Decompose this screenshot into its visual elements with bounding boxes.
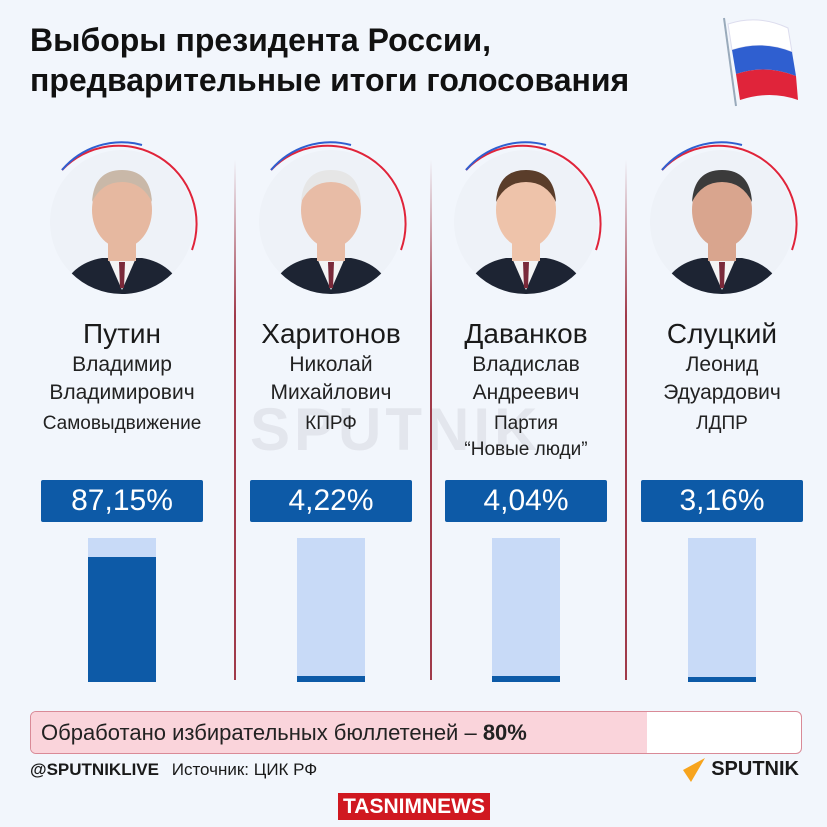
candidate-patronymic: Эдуардович — [663, 381, 781, 404]
progress-value: 80% — [482, 720, 527, 745]
percent-badge: 87,15% — [41, 480, 203, 522]
column-divider — [430, 160, 432, 680]
candidate-patronymic: Михайлович — [270, 381, 392, 404]
candidate-patronymic: Владимирович — [49, 381, 195, 404]
russian-flag-icon — [723, 17, 798, 107]
candidate-first-name: Леонид — [685, 353, 759, 376]
candidate-party: Самовыдвижение — [42, 413, 202, 434]
candidate-first-name: Владимир — [72, 353, 172, 376]
title-line-2: предварительные итоги голосования — [30, 62, 630, 98]
percent-badge: 4,04% — [445, 480, 607, 522]
candidate-column: Даванков Владислав Андреевич Партия “Нов… — [428, 140, 624, 463]
candidate-column: Харитонов Николай Михайлович КПРФ — [233, 140, 429, 437]
candidate-patronymic: Андреевич — [472, 381, 580, 404]
vote-bar-fill — [492, 676, 560, 682]
candidate-portrait — [650, 141, 798, 294]
sputnik-logo: SPUTNIK — [681, 756, 799, 782]
candidate-portrait — [50, 141, 198, 294]
candidate-first-name: Николай — [289, 353, 373, 376]
candidate-surname: Даванков — [464, 318, 588, 349]
percent-badge: 4,22% — [250, 480, 412, 522]
column-divider — [625, 160, 627, 680]
tasnim-watermark: TASNIMNEWS — [338, 793, 490, 820]
candidate-surname: Слуцкий — [666, 318, 778, 349]
candidate-party-line2: “Новые люди” — [464, 439, 588, 460]
sputnik-logo-icon — [683, 758, 706, 782]
watermark: SPUTNIK — [250, 396, 542, 463]
title-line-1: Выборы президента России, — [30, 22, 492, 58]
candidate-surname: Харитонов — [261, 318, 401, 349]
progress-label: Обработано избирательных бюллетеней – 80… — [41, 720, 527, 745]
candidate-party: ЛДПР — [696, 413, 748, 434]
source-text: Источник: ЦИК РФ — [171, 760, 318, 779]
candidate-surname: Путин — [82, 318, 162, 349]
candidate-portrait — [454, 141, 602, 294]
vote-bar — [88, 538, 156, 682]
percent-badge: 3,16% — [641, 480, 803, 522]
candidate-column: Путин Владимир Владимирович Самовыдвижен… — [24, 140, 220, 437]
vote-bar — [297, 538, 365, 682]
candidate-first-name: Владислав — [472, 353, 580, 376]
candidate-party: КПРФ — [305, 413, 357, 434]
vote-bar — [688, 538, 756, 682]
social-handle: @SPUTNIKLIVE — [30, 760, 159, 779]
progress-fill — [31, 712, 647, 753]
vote-bar — [492, 538, 560, 682]
vote-bar-fill — [88, 556, 156, 682]
column-divider — [234, 160, 236, 680]
footer: @SPUTNIKLIVE Источник: ЦИК РФ — [30, 760, 317, 780]
ballots-processed-progress: Обработано избирательных бюллетеней – 80… — [30, 711, 802, 754]
page-title: Выборы президента России, предварительны… — [30, 20, 629, 100]
candidate-party: Партия — [494, 413, 558, 434]
candidate-portrait — [259, 141, 407, 294]
vote-bar-fill — [297, 675, 365, 682]
logo-text: SPUTNIK — [711, 757, 799, 780]
vote-bar-fill — [688, 677, 756, 682]
candidate-column: Слуцкий Леонид Эдуардович ЛДПР — [624, 140, 820, 437]
